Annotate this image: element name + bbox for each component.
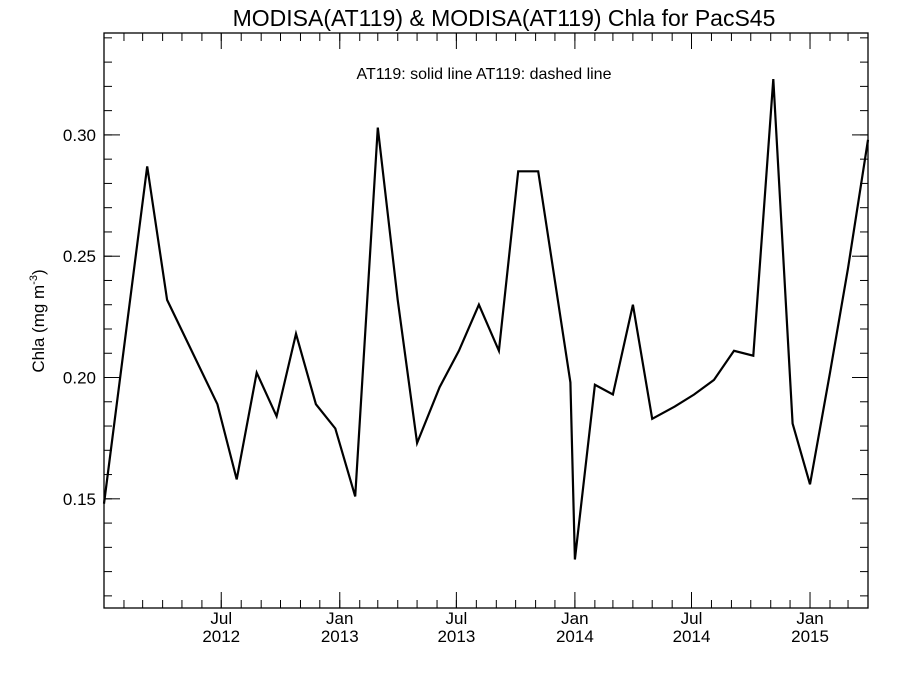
x-tick-month-label: Jan bbox=[796, 609, 823, 628]
x-tick-year-label: 2014 bbox=[673, 627, 711, 646]
plot-frame bbox=[103, 32, 869, 609]
y-tick-label: 0.30 bbox=[63, 126, 96, 145]
y-axis-label: Chla (mg m-3) bbox=[28, 269, 48, 372]
y-axis-label-main: Chla (mg m bbox=[29, 285, 48, 373]
y-axis-label-sup: -3 bbox=[28, 275, 40, 285]
y-tick-label: 0.25 bbox=[63, 247, 96, 266]
series-group bbox=[102, 79, 870, 560]
chart-title: MODISA(AT119) & MODISA(AT119) Chla for P… bbox=[233, 5, 776, 31]
x-tick-labels: Jul2012Jan2013Jul2013Jan2014Jul2014Jan20… bbox=[202, 609, 829, 646]
x-tick-year-label: 2013 bbox=[321, 627, 359, 646]
x-tick-year-label: 2015 bbox=[791, 627, 829, 646]
x-tick-year-label: 2013 bbox=[437, 627, 475, 646]
x-tick-month-label: Jan bbox=[561, 609, 588, 628]
axis-ticks bbox=[104, 33, 868, 608]
y-tick-label: 0.15 bbox=[63, 490, 96, 509]
x-tick-month-label: Jul bbox=[681, 609, 703, 628]
series-line-solid bbox=[102, 79, 870, 560]
y-tick-labels: 0.15 0.20 0.25 0.30 bbox=[63, 126, 96, 509]
x-tick-year-label: 2012 bbox=[202, 627, 240, 646]
x-tick-month-label: Jan bbox=[326, 609, 353, 628]
x-tick-month-label: Jul bbox=[446, 609, 468, 628]
legend-text: AT119: solid line AT119: dashed line bbox=[357, 66, 612, 83]
x-tick-month-label: Jul bbox=[210, 609, 232, 628]
y-axis-label-end: ) bbox=[29, 269, 48, 275]
y-tick-label: 0.20 bbox=[63, 369, 96, 388]
x-tick-year-label: 2014 bbox=[556, 627, 594, 646]
